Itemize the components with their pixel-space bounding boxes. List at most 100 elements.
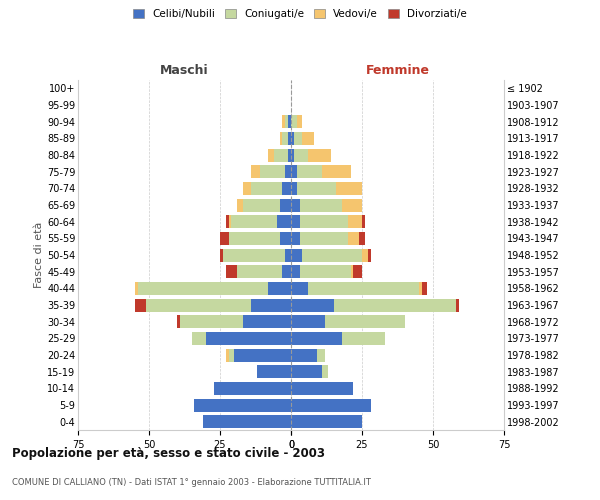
Bar bbox=[291, 132, 294, 145]
Bar bbox=[359, 232, 365, 245]
Bar bbox=[291, 115, 296, 128]
Bar bbox=[368, 248, 371, 262]
Bar bbox=[194, 398, 291, 411]
Bar bbox=[291, 398, 371, 411]
Bar bbox=[291, 215, 299, 228]
Bar bbox=[308, 282, 419, 295]
Bar bbox=[291, 265, 299, 278]
Bar bbox=[229, 215, 232, 228]
Bar bbox=[280, 232, 291, 245]
Bar bbox=[226, 265, 237, 278]
Bar bbox=[291, 198, 299, 211]
Bar bbox=[291, 282, 308, 295]
Bar bbox=[322, 365, 328, 378]
Bar bbox=[342, 198, 362, 211]
Bar bbox=[350, 265, 353, 278]
Bar bbox=[291, 382, 353, 395]
Bar bbox=[268, 148, 274, 162]
Bar bbox=[135, 298, 146, 312]
Bar bbox=[362, 248, 368, 262]
Bar bbox=[251, 298, 291, 312]
Bar bbox=[226, 348, 229, 362]
Bar bbox=[226, 215, 229, 228]
Bar bbox=[322, 165, 350, 178]
Bar bbox=[283, 265, 291, 278]
Bar bbox=[348, 232, 359, 245]
Bar bbox=[302, 248, 362, 262]
Bar bbox=[135, 282, 137, 295]
Bar bbox=[203, 415, 291, 428]
Bar bbox=[337, 182, 362, 195]
Bar bbox=[260, 165, 286, 178]
Bar bbox=[283, 182, 291, 195]
Text: Popolazione per età, sesso e stato civile - 2003: Popolazione per età, sesso e stato civil… bbox=[12, 448, 325, 460]
Bar bbox=[243, 198, 280, 211]
Bar bbox=[291, 298, 334, 312]
Bar bbox=[220, 232, 229, 245]
Bar bbox=[274, 148, 288, 162]
Bar bbox=[237, 265, 283, 278]
Bar bbox=[223, 248, 286, 262]
Bar bbox=[291, 415, 362, 428]
Bar bbox=[317, 348, 325, 362]
Bar bbox=[302, 132, 314, 145]
Bar bbox=[288, 115, 291, 128]
Bar bbox=[291, 332, 342, 345]
Bar bbox=[291, 348, 317, 362]
Bar bbox=[334, 298, 456, 312]
Bar bbox=[283, 115, 286, 128]
Bar bbox=[220, 248, 223, 262]
Bar bbox=[251, 165, 260, 178]
Bar bbox=[456, 298, 458, 312]
Bar bbox=[206, 332, 291, 345]
Bar bbox=[243, 315, 291, 328]
Y-axis label: Fasce di età: Fasce di età bbox=[34, 222, 44, 288]
Bar bbox=[251, 182, 283, 195]
Bar bbox=[422, 282, 427, 295]
Bar bbox=[283, 132, 288, 145]
Bar bbox=[237, 198, 243, 211]
Bar bbox=[243, 182, 251, 195]
Bar bbox=[419, 282, 422, 295]
Bar bbox=[294, 148, 308, 162]
Bar bbox=[280, 198, 291, 211]
Bar bbox=[291, 365, 322, 378]
Bar bbox=[348, 215, 362, 228]
Bar bbox=[296, 165, 322, 178]
Bar bbox=[229, 232, 280, 245]
Bar bbox=[268, 282, 291, 295]
Bar bbox=[229, 348, 234, 362]
Text: COMUNE DI CALLIANO (TN) - Dati ISTAT 1° gennaio 2003 - Elaborazione TUTTITALIA.I: COMUNE DI CALLIANO (TN) - Dati ISTAT 1° … bbox=[12, 478, 371, 487]
Bar bbox=[299, 198, 342, 211]
Bar bbox=[325, 315, 404, 328]
Bar bbox=[280, 132, 283, 145]
Bar bbox=[214, 382, 291, 395]
Bar bbox=[291, 232, 299, 245]
Bar bbox=[291, 315, 325, 328]
Bar bbox=[299, 215, 348, 228]
Title: Femmine: Femmine bbox=[365, 64, 430, 78]
Bar bbox=[234, 348, 291, 362]
Bar bbox=[291, 248, 302, 262]
Bar bbox=[291, 148, 294, 162]
Bar bbox=[294, 132, 302, 145]
Bar bbox=[286, 248, 291, 262]
Bar bbox=[257, 365, 291, 378]
Bar bbox=[296, 115, 302, 128]
Bar bbox=[299, 265, 350, 278]
Title: Maschi: Maschi bbox=[160, 64, 209, 78]
Bar bbox=[308, 148, 331, 162]
Bar bbox=[232, 215, 277, 228]
Bar bbox=[178, 315, 180, 328]
Bar bbox=[288, 132, 291, 145]
Bar bbox=[342, 332, 385, 345]
Bar bbox=[291, 165, 296, 178]
Bar bbox=[191, 332, 206, 345]
Bar bbox=[286, 165, 291, 178]
Bar bbox=[353, 265, 362, 278]
Bar bbox=[137, 282, 268, 295]
Bar bbox=[286, 115, 288, 128]
Bar bbox=[362, 215, 365, 228]
Bar bbox=[146, 298, 251, 312]
Legend: Celibi/Nubili, Coniugati/e, Vedovi/e, Divorziati/e: Celibi/Nubili, Coniugati/e, Vedovi/e, Di… bbox=[129, 5, 471, 24]
